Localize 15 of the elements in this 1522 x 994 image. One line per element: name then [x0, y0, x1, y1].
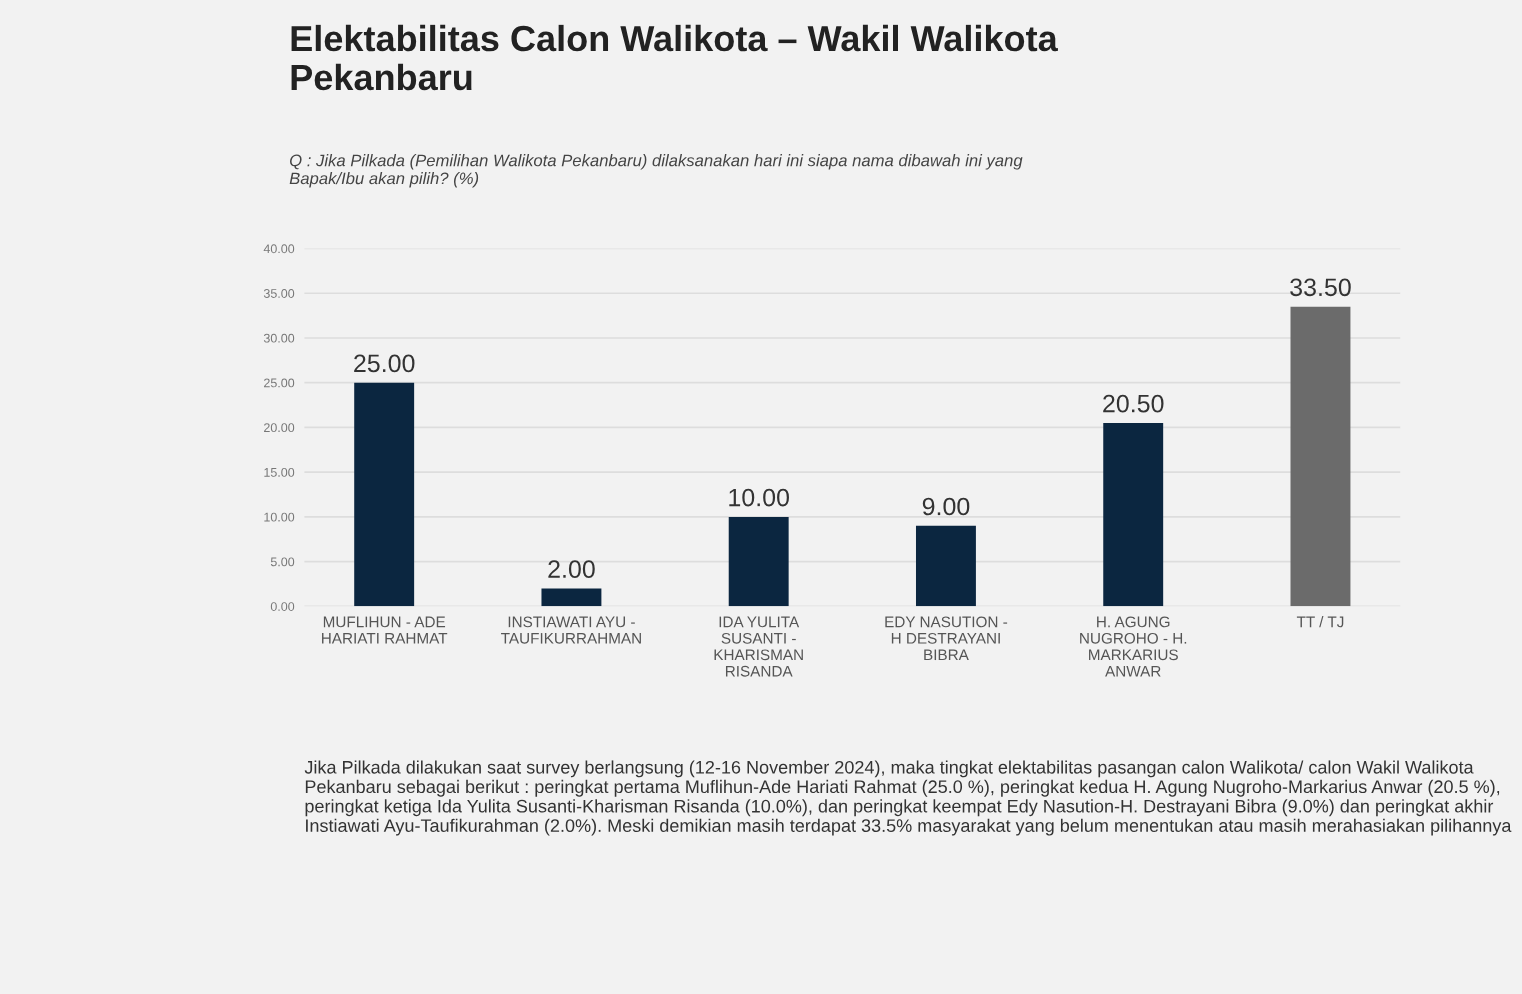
data-label: 20.50 [1103, 394, 1164, 413]
data-label: 10.00 [729, 488, 789, 507]
data-label: 2.00 [548, 560, 595, 578]
data-label: 9.00 [922, 497, 970, 516]
bar [541, 588, 602, 607]
bar [1103, 422, 1164, 607]
text: Jika Pilkada dilakukan saat survey berlangsung (12-16 November 2024), maka tingkat elektabilitas pasangan calon Walikota/ calon Wakil Walikota Pekanbaru sebagai berikut : peringkat pertama Muflihun-Ade Hariati Rahmat (25.0 %), peringkat kedua H. Agung Nugroho-Markarius Anwar (20.5 %), peringkat ketiga Ida Yulita Susanti-Kharisman Risanda (10.0%), dan peringkat keempat Edy Nasution-H. Destrayani Bibra (9.0%) dan peringkat akhir Instiawati Ayu-Taufikurahman (2.0%). Meski demikian masih terdapat 33.5% masyarakat yang belum menentukan atau masih merahasiakan pilihannya [304, 760, 1512, 836]
chart-subtitle: Q : Jika Pilkada (Pemilihan Walikota Pekanbaru) dilaksanakan hari ini siapa nama dibawah ini yang Bapak/Ibu akan pilih? (%) [289, 154, 1023, 188]
data-label: 25.00 [354, 354, 415, 373]
bar [354, 382, 415, 607]
bar [915, 525, 976, 607]
chart-title: Elektabilitas Calon Walikota – Wakil Walikota Pekanbaru [291, 24, 1058, 91]
bar [1290, 306, 1351, 607]
data-label: 33.50 [1290, 278, 1351, 297]
bar [728, 516, 789, 607]
